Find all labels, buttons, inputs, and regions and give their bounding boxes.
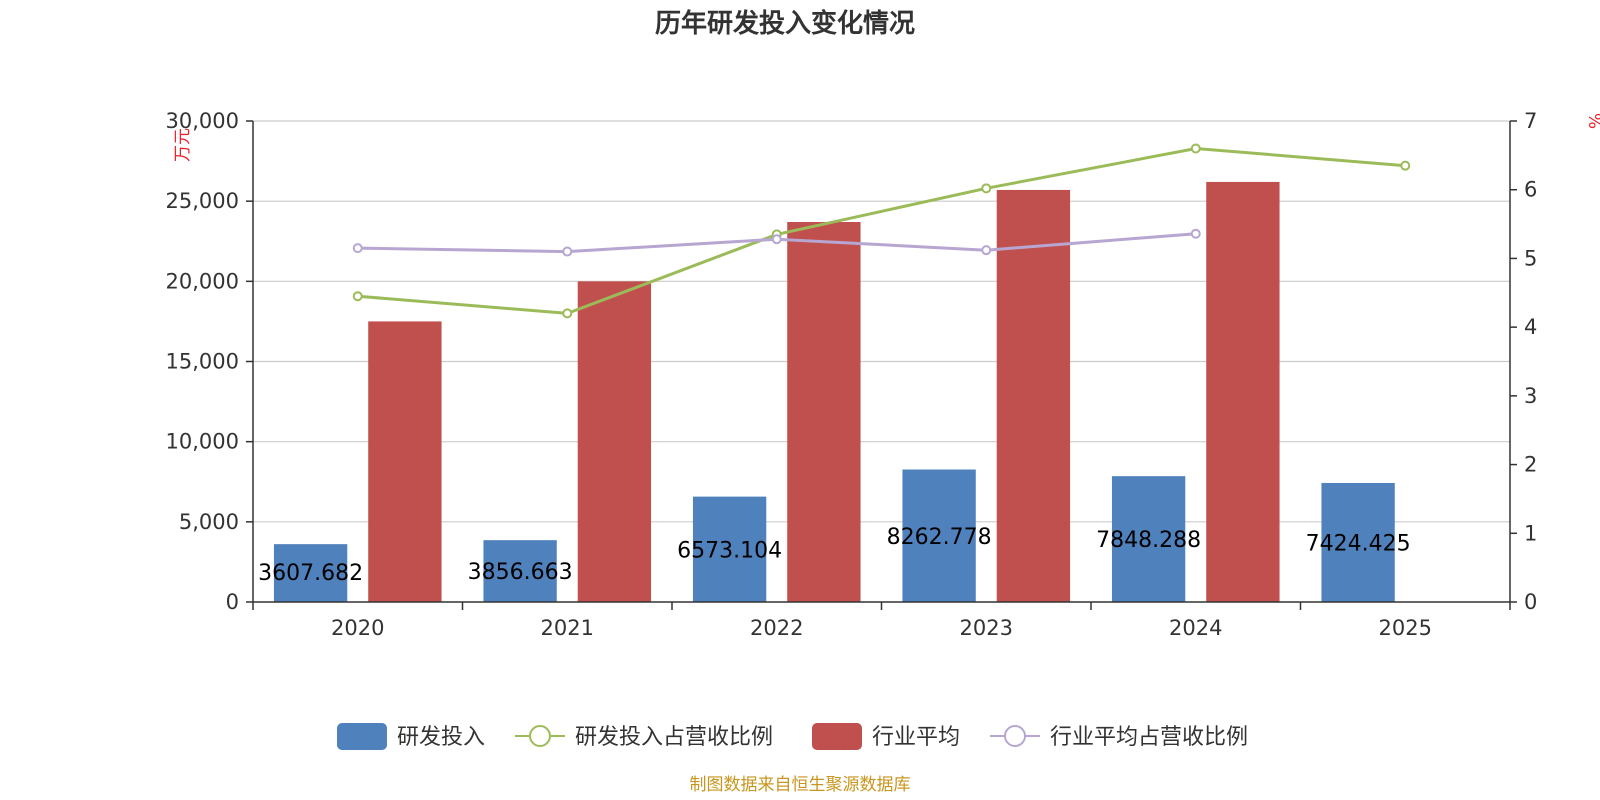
y-right-tick-label: 3 (1524, 384, 1537, 408)
legend-swatch-marker (529, 725, 551, 747)
y-right-tick-label: 5 (1524, 246, 1537, 270)
bar-data-label: 6573.104 (677, 538, 782, 563)
bar-data-label: 3607.682 (258, 561, 363, 586)
bar-industry-average (368, 321, 442, 602)
x-tick-label: 2022 (750, 616, 803, 640)
bar-industry-average (1206, 181, 1280, 602)
legend: 研发投入 研发投入占营收比例 行业平均 行业平均占营收比例 (337, 723, 1248, 750)
bar-rd-investment (902, 469, 976, 602)
point-industry-ratio (1190, 228, 1201, 239)
x-tick-label: 2020 (331, 616, 384, 640)
legend-label: 行业平均 (872, 725, 960, 750)
bar-rd-investment (483, 540, 557, 602)
data-source: 制图数据来自恒生聚源数据库 (690, 775, 911, 795)
line-rd-ratio (357, 146, 1406, 315)
bars (273, 181, 1395, 602)
y-left-tick-label: 0 (226, 590, 239, 614)
legend-label: 研发投入占营收比例 (575, 725, 773, 750)
y-right-tick-label: 2 (1524, 453, 1537, 477)
y-left-tick-label: 30,000 (166, 109, 239, 133)
legend-swatch-bar (812, 723, 862, 750)
y-right-tick-label: 1 (1524, 521, 1537, 545)
y-left-tick-label: 15,000 (166, 350, 239, 374)
bar-industry-average (996, 189, 1071, 602)
legend-swatch-marker (1004, 725, 1026, 747)
axes: 0 5,000 10,000 15,000 20,000 25,000 30,000 0 1 2 3… (166, 109, 1538, 640)
y-right-tick-label: 6 (1524, 178, 1537, 202)
chart-title: 历年研发投入变化情况 (655, 8, 915, 39)
bar-rd-investment (1111, 476, 1186, 602)
legend-label: 行业平均占营收比例 (1050, 725, 1248, 750)
bar-rd-investment (1321, 482, 1395, 602)
y-left-tick-label: 20,000 (166, 269, 239, 293)
point-industry-ratio (352, 243, 363, 254)
y-right-tick-label: 7 (1524, 109, 1537, 133)
point-rd-ratio (981, 183, 992, 194)
point-rd-ratio (1400, 160, 1411, 171)
point-rd-ratio (1190, 143, 1201, 154)
bar-data-label: 7848.288 (1096, 528, 1201, 553)
data-labels: 3607.682 3856.663 6573.104 8262.778 7848.288… (258, 525, 1410, 586)
bar-data-label: 8262.778 (887, 525, 992, 550)
bar-industry-average (577, 281, 652, 602)
y-right-tick-label: 4 (1524, 315, 1537, 339)
bar-industry-average (787, 222, 861, 602)
x-tick-label: 2024 (1169, 616, 1222, 640)
y-left-tick-label: 25,000 (166, 189, 239, 213)
bar-rd-investment (692, 496, 767, 602)
bar-data-label: 3856.663 (468, 560, 573, 585)
y-right-tick-label: 0 (1524, 590, 1537, 614)
y-left-tick-label: 10,000 (166, 430, 239, 454)
y-right-unit: % (1584, 113, 1600, 129)
point-rd-ratio (352, 291, 363, 302)
bar-rd-investment (273, 544, 348, 602)
legend-label: 研发投入 (397, 725, 485, 750)
x-tick-label: 2021 (541, 616, 594, 640)
x-tick-label: 2025 (1379, 616, 1432, 640)
y-left-unit: 万元 (173, 128, 193, 162)
gridlines (253, 120, 1510, 523)
point-industry-ratio (771, 234, 782, 245)
x-tick-label: 2023 (960, 616, 1013, 640)
point-industry-ratio (981, 245, 992, 256)
lines (352, 143, 1411, 319)
y-left-tick-label: 5,000 (179, 510, 239, 534)
bar-data-label: 7424.425 (1306, 531, 1411, 556)
point-rd-ratio (562, 308, 573, 319)
point-industry-ratio (562, 246, 573, 257)
legend-swatch-bar (337, 723, 387, 750)
